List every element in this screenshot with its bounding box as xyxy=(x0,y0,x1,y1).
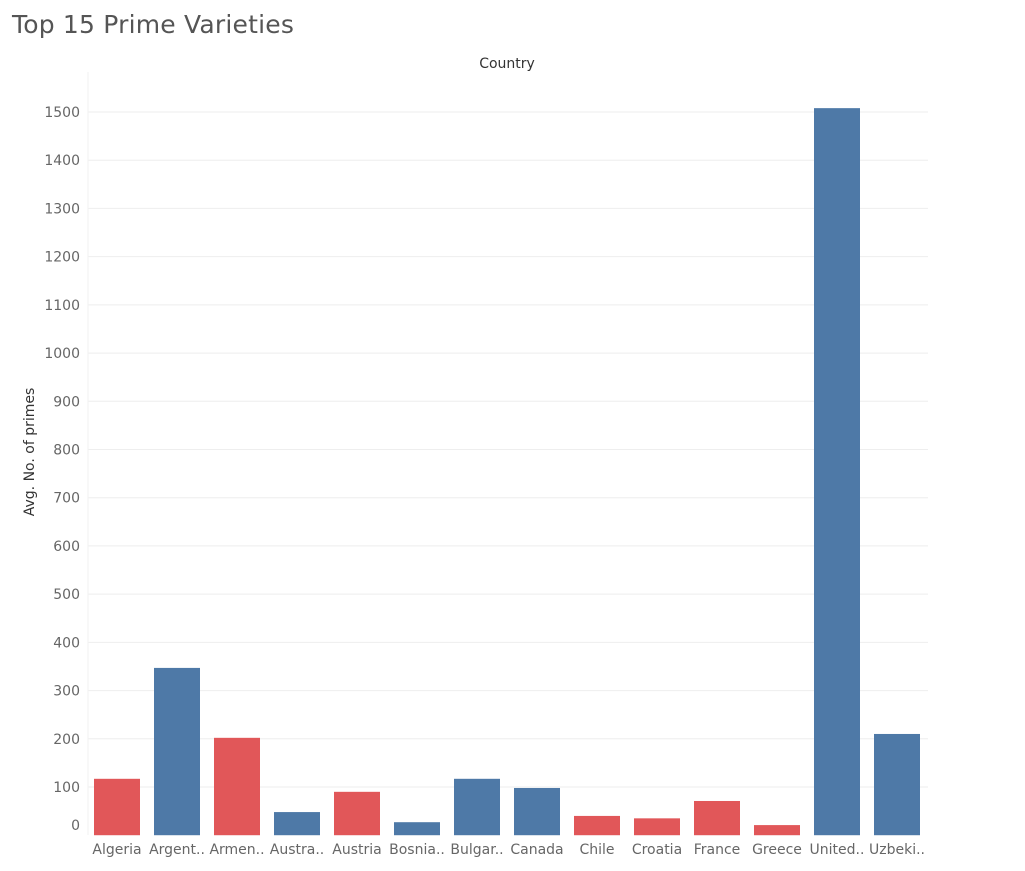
bar[interactable] xyxy=(394,822,440,836)
x-tick-label: Armen.. xyxy=(209,842,264,858)
x-tick-label: France xyxy=(694,842,741,858)
x-tick-label: Bosnia.. xyxy=(389,842,445,858)
y-tick-label: 500 xyxy=(53,587,80,603)
bar[interactable] xyxy=(214,737,260,836)
y-tick-label: 1400 xyxy=(44,153,80,169)
y-tick-label: 1100 xyxy=(44,298,80,314)
x-tick-label: Canada xyxy=(510,842,563,858)
y-tick-label: 1000 xyxy=(44,346,80,362)
bar[interactable] xyxy=(754,825,800,836)
y-tick-label: 100 xyxy=(53,780,80,796)
y-tick-label: 600 xyxy=(53,539,80,555)
x-tick-label: Croatia xyxy=(632,842,682,858)
y-tick-label: 0 xyxy=(71,818,80,834)
y-tick-label: 1300 xyxy=(44,201,80,217)
x-tick-label: Austra.. xyxy=(270,842,324,858)
bar[interactable] xyxy=(634,818,680,836)
y-tick-label: 200 xyxy=(53,732,80,748)
bar[interactable] xyxy=(514,787,560,836)
bar[interactable] xyxy=(334,791,380,836)
x-tick-label: United.. xyxy=(810,842,865,858)
y-tick-label: 700 xyxy=(53,491,80,507)
y-axis-ticks: 0 100 200 300 400 500 600 700 800 900 1000 1100 1200… xyxy=(44,105,80,834)
y-tick-label: 1500 xyxy=(44,105,80,121)
x-tick-label: Algeria xyxy=(92,842,141,858)
page-title: Top 15 Prime Varieties xyxy=(12,10,295,39)
y-tick-label: 300 xyxy=(53,684,80,700)
x-axis-ticks: Algeria Argent.. Armen.. Austra.. Austria Bos… xyxy=(92,842,925,858)
column-header: Country xyxy=(479,56,535,72)
y-tick-label: 800 xyxy=(53,443,80,459)
x-tick-label: Uzbeki.. xyxy=(869,842,925,858)
bar[interactable] xyxy=(94,778,140,836)
x-tick-label: Bulgar.. xyxy=(450,842,503,858)
y-tick-label: 1200 xyxy=(44,250,80,266)
bar[interactable] xyxy=(694,800,740,836)
bar[interactable] xyxy=(874,733,920,836)
y-tick-label: 400 xyxy=(53,635,80,651)
bars xyxy=(94,108,920,836)
bar[interactable] xyxy=(274,812,320,836)
x-tick-label: Greece xyxy=(752,842,802,858)
bar[interactable] xyxy=(454,778,500,836)
x-tick-label: Chile xyxy=(579,842,614,858)
x-tick-label: Argent.. xyxy=(149,842,205,858)
grid-layer xyxy=(87,72,928,835)
y-axis-title: Avg. No. of primes xyxy=(22,388,38,517)
bar[interactable] xyxy=(154,667,200,836)
y-tick-label: 900 xyxy=(53,394,80,410)
x-tick-label: Austria xyxy=(332,842,381,858)
bar[interactable] xyxy=(814,108,860,836)
bar[interactable] xyxy=(574,815,620,836)
